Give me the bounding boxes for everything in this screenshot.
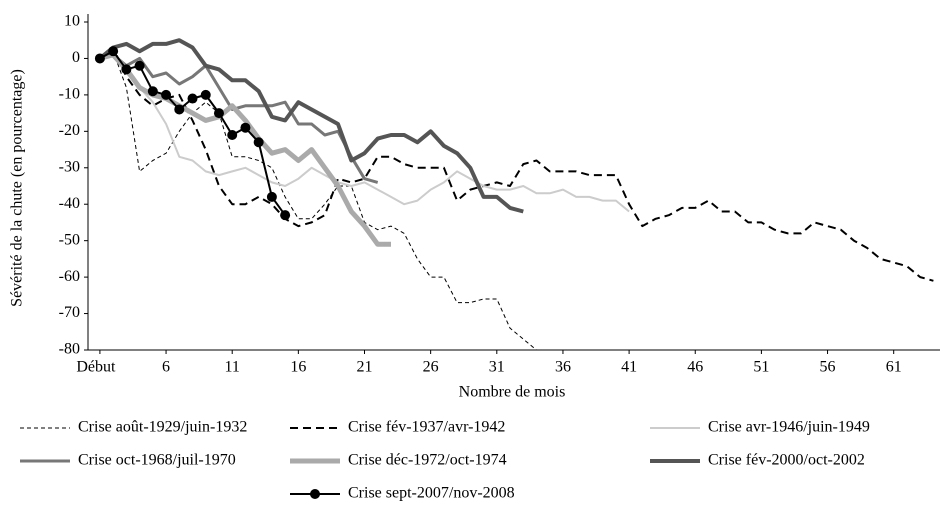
x-tick-label: 6 — [162, 359, 170, 376]
y-tick-label: -50 — [59, 231, 80, 248]
y-tick-label: -80 — [59, 341, 80, 358]
legend-label: Crise août-1929/juin-1932 — [78, 419, 247, 436]
x-tick-label: 41 — [621, 359, 637, 376]
series-line — [99, 46, 934, 282]
y-tick-label: -30 — [59, 158, 80, 175]
legend-item: Crise déc-1972/oct-1974 — [290, 452, 507, 469]
series-marker — [94, 53, 105, 64]
y-tick-label: 0 — [72, 49, 80, 66]
y-tick-label: -70 — [59, 304, 80, 321]
x-tick-label: 46 — [687, 359, 703, 376]
x-tick-label: 56 — [820, 359, 836, 376]
series-marker — [121, 64, 132, 75]
x-tick-label: 51 — [753, 359, 769, 376]
series-marker — [213, 108, 224, 119]
legend-item: Crise fév-2000/oct-2002 — [650, 452, 865, 469]
x-axis-title: Nombre de mois — [459, 384, 566, 401]
x-tick-label: 36 — [555, 359, 571, 376]
legend-label: Crise déc-1972/oct-1974 — [348, 452, 507, 469]
series-marker — [187, 93, 198, 104]
series-marker — [227, 129, 238, 140]
series-marker — [134, 60, 145, 71]
series-marker — [266, 191, 277, 202]
series-line — [99, 53, 630, 213]
legend-label: Crise fév-2000/oct-2002 — [708, 452, 865, 469]
series-marker — [161, 89, 172, 100]
series-marker — [108, 46, 119, 57]
series-marker — [253, 137, 264, 148]
x-tick-label: 26 — [423, 359, 439, 376]
legend-item: Crise fév-1937/avr-1942 — [290, 419, 505, 436]
series-marker — [147, 86, 158, 97]
x-tick-label: Début — [76, 359, 116, 376]
y-tick-label: -60 — [59, 268, 80, 285]
series-marker — [174, 104, 185, 115]
series-line — [98, 38, 524, 214]
y-axis-title: Sévérité de la chute (en pourcentage) — [9, 69, 26, 307]
legend-item: Crise oct-1968/juil-1970 — [20, 452, 236, 469]
legend-label: Crise oct-1968/juil-1970 — [78, 452, 236, 469]
legend-item: Crise avr-1946/juin-1949 — [650, 419, 870, 436]
y-tick-label: -20 — [59, 122, 80, 139]
x-tick-label: 21 — [357, 359, 373, 376]
legend-marker — [310, 489, 320, 499]
series-marker — [240, 122, 251, 133]
x-tick-label: 16 — [290, 359, 306, 376]
y-tick-label: -40 — [59, 195, 80, 212]
x-tick-label: 61 — [886, 359, 902, 376]
legend-label: Crise sept-2007/nov-2008 — [348, 485, 515, 502]
y-tick-label: -10 — [59, 86, 80, 103]
x-tick-label: 11 — [225, 359, 240, 376]
legend-label: Crise avr-1946/juin-1949 — [708, 419, 870, 436]
legend-label: Crise fév-1937/avr-1942 — [348, 419, 505, 436]
legend-item: Crise sept-2007/nov-2008 — [290, 485, 515, 502]
series-marker — [200, 89, 211, 100]
x-tick-label: 31 — [489, 359, 505, 376]
series-line — [99, 53, 379, 184]
y-tick-label: 10 — [64, 13, 80, 30]
series-marker — [280, 210, 291, 221]
legend-item: Crise août-1929/juin-1932 — [20, 419, 247, 436]
